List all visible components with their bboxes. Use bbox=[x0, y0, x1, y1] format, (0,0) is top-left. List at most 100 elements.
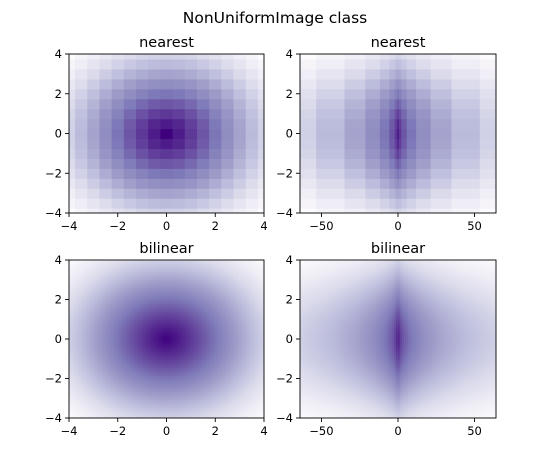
heatmap-pixel bbox=[149, 328, 152, 331]
heatmap-pixel bbox=[137, 318, 140, 321]
heatmap-pixel bbox=[81, 344, 84, 347]
heatmap-pixel bbox=[73, 290, 76, 293]
heatmap-pixel bbox=[161, 276, 164, 279]
heatmap-pixel bbox=[225, 342, 228, 345]
heatmap-pixel bbox=[87, 338, 90, 341]
heatmap-cell bbox=[111, 54, 125, 60]
heatmap-pixel bbox=[79, 288, 82, 291]
heatmap-pixel bbox=[119, 302, 122, 305]
heatmap-pixel bbox=[195, 260, 198, 263]
heatmap-pixel bbox=[241, 334, 244, 337]
heatmap-pixel bbox=[79, 340, 82, 343]
heatmap-pixel bbox=[221, 328, 224, 331]
heatmap-pixel bbox=[113, 298, 116, 301]
heatmap-pixel bbox=[157, 308, 160, 311]
heatmap-pixel bbox=[229, 336, 232, 339]
heatmap-pixel bbox=[87, 294, 90, 297]
heatmap-cell bbox=[257, 148, 264, 159]
heatmap-pixel bbox=[241, 282, 244, 285]
heatmap-cell bbox=[184, 108, 198, 120]
heatmap-pixel bbox=[217, 306, 220, 309]
heatmap-pixel bbox=[191, 292, 194, 295]
heatmap-pixel bbox=[217, 272, 220, 275]
heatmap-cell bbox=[379, 138, 390, 150]
heatmap-pixel bbox=[223, 284, 226, 287]
heatmap-pixel bbox=[209, 308, 212, 311]
heatmap-pixel bbox=[99, 338, 102, 341]
heatmap-pixel bbox=[229, 266, 232, 269]
heatmap-pixel bbox=[97, 298, 100, 301]
heatmap-pixel bbox=[81, 330, 84, 333]
heatmap-pixel bbox=[197, 294, 200, 297]
heatmap-pixel bbox=[127, 340, 130, 343]
heatmap-pixel bbox=[85, 320, 88, 323]
heatmap-pixel bbox=[239, 328, 242, 331]
heatmap-pixel bbox=[251, 282, 254, 285]
heatmap-pixel bbox=[139, 286, 142, 289]
heatmap-pixel bbox=[257, 318, 260, 321]
heatmap-pixel bbox=[133, 304, 136, 307]
heatmap-pixel bbox=[179, 318, 182, 321]
heatmap-pixel bbox=[97, 290, 100, 293]
heatmap-pixel bbox=[227, 262, 230, 265]
heatmap-pixel bbox=[89, 340, 92, 343]
heatmap-pixel bbox=[219, 300, 222, 303]
heatmap-pixel bbox=[101, 264, 104, 267]
heatmap-pixel bbox=[133, 342, 136, 345]
heatmap-pixel bbox=[87, 262, 90, 265]
heatmap-pixel bbox=[179, 262, 182, 265]
heatmap-cell bbox=[136, 68, 149, 80]
heatmap-pixel bbox=[155, 328, 158, 331]
heatmap-pixel bbox=[223, 278, 226, 281]
heatmap-pixel bbox=[247, 316, 250, 319]
heatmap-pixel bbox=[243, 284, 246, 287]
heatmap-cell bbox=[136, 138, 149, 150]
heatmap-pixel bbox=[161, 304, 164, 307]
heatmap-cell bbox=[379, 198, 390, 209]
heatmap-pixel bbox=[215, 308, 218, 311]
heatmap-pixel bbox=[219, 336, 222, 339]
heatmap-pixel bbox=[71, 348, 74, 351]
heatmap-pixel bbox=[233, 322, 236, 325]
heatmap-pixel bbox=[215, 324, 218, 327]
heatmap-pixel bbox=[173, 334, 176, 337]
heatmap-pixel bbox=[79, 300, 82, 303]
heatmap-pixel bbox=[223, 296, 226, 299]
heatmap-pixel bbox=[197, 322, 200, 325]
heatmap-pixel bbox=[71, 264, 74, 267]
heatmap-pixel bbox=[231, 296, 234, 299]
heatmap-pixel bbox=[131, 332, 134, 335]
heatmap-pixel bbox=[179, 312, 182, 315]
heatmap-pixel bbox=[175, 310, 178, 313]
heatmap-pixel bbox=[201, 294, 204, 297]
heatmap-pixel bbox=[91, 316, 94, 319]
heatmap-pixel bbox=[195, 312, 198, 315]
heatmap-cell bbox=[160, 118, 174, 130]
heatmap-pixel bbox=[95, 274, 98, 277]
heatmap-cell bbox=[87, 54, 101, 60]
heatmap-pixel bbox=[165, 306, 168, 309]
heatmap-pixel bbox=[109, 314, 112, 317]
heatmap-pixel bbox=[121, 270, 124, 273]
heatmap-pixel bbox=[147, 328, 150, 331]
heatmap-pixel bbox=[213, 328, 216, 331]
heatmap-pixel bbox=[87, 296, 90, 299]
heatmap-pixel bbox=[253, 302, 256, 305]
heatmap-pixel bbox=[235, 328, 238, 331]
heatmap-cell bbox=[184, 128, 198, 140]
heatmap-pixel bbox=[111, 302, 114, 305]
heatmap-pixel bbox=[149, 346, 152, 349]
heatmap-pixel bbox=[121, 290, 124, 293]
heatmap-pixel bbox=[119, 272, 122, 275]
heatmap-pixel bbox=[75, 338, 78, 341]
heatmap-pixel bbox=[113, 314, 116, 317]
heatmap-pixel bbox=[141, 310, 144, 313]
heatmap-pixel bbox=[255, 266, 258, 269]
heatmap-pixel bbox=[205, 288, 208, 291]
heatmap-pixel bbox=[101, 280, 104, 283]
heatmap-pixel bbox=[243, 334, 246, 337]
heatmap-pixel bbox=[81, 322, 84, 325]
heatmap-pixel bbox=[93, 318, 96, 321]
heatmap-pixel bbox=[209, 266, 212, 269]
heatmap-pixel bbox=[257, 340, 260, 343]
